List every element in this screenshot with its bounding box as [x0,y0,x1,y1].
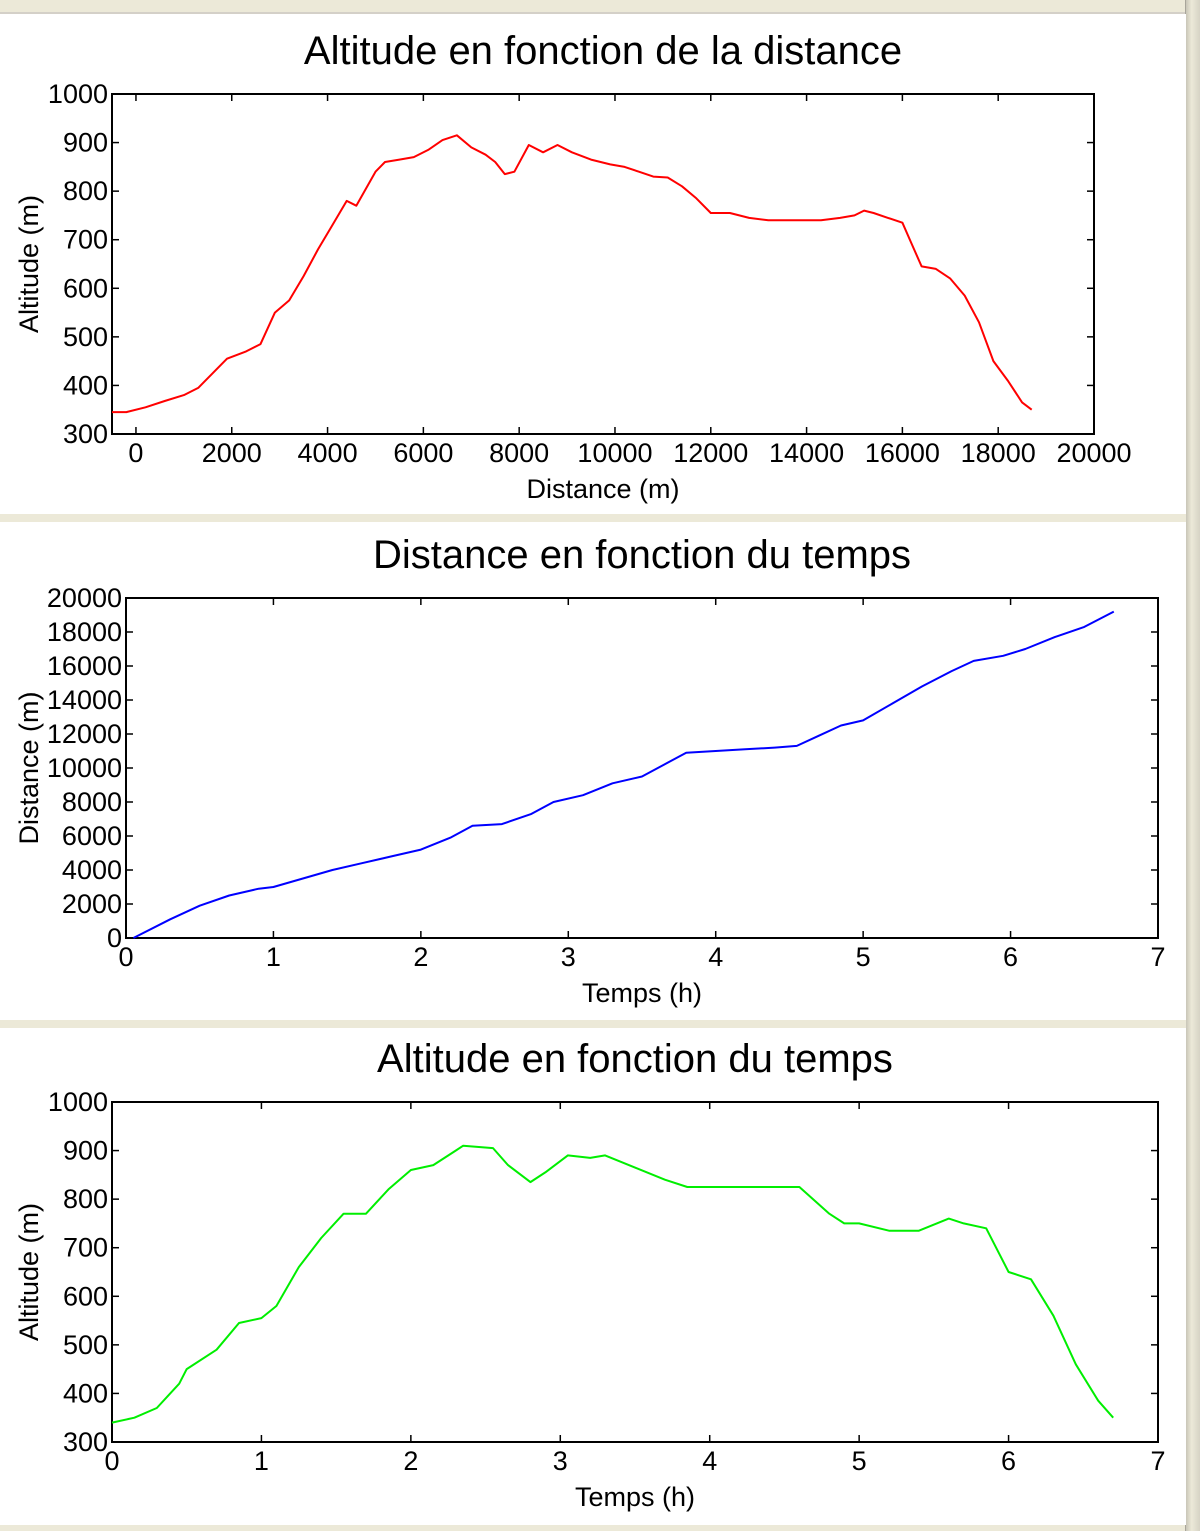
x-tick-label: 7 [1150,1446,1165,1476]
y-tick-label: 800 [63,176,108,206]
y-tick-label: 12000 [47,719,122,749]
x-axis-label: Distance (m) [526,474,679,504]
y-tick-label: 1000 [48,79,108,109]
x-tick-label: 4 [708,942,723,972]
x-tick-label: 2 [413,942,428,972]
y-tick-label: 8000 [62,787,122,817]
x-tick-label: 3 [553,1446,568,1476]
y-tick-label: 2000 [62,889,122,919]
series-line [132,610,1115,939]
chart-panel-2: Distance en fonction du temps 0 1 2 3 4 5 6 7 0 20… [0,522,1186,1020]
x-tick-label: 20000 [1056,438,1131,468]
y-tick-label: 600 [63,1281,108,1311]
x-tick-label: 8000 [489,438,549,468]
y-tick-label: 20000 [47,583,122,613]
series-line [111,1144,1114,1424]
y-tick-label: 500 [63,322,108,352]
y-axis-label: Distance (m) [14,691,44,844]
x-axis-label: Temps (h) [582,978,702,1008]
panel-separator [0,1020,1186,1028]
window-top-strip [0,0,1200,14]
series-line [112,134,1033,414]
y-tick-label: 900 [63,128,108,158]
chart-panel-1: Altitude en fonction de la distance 0 2000… [0,14,1186,514]
x-tick-label: 5 [856,942,871,972]
y-tick-label: 4000 [62,855,122,885]
x-tick-label: 5 [852,1446,867,1476]
y-axis-label: Altitude (m) [14,195,44,333]
y-tick-label: 900 [63,1136,108,1166]
x-tick-label: 6 [1003,942,1018,972]
x-tick-label: 1 [254,1446,269,1476]
panel-separator [0,514,1186,522]
y-axis-label: Altitude (m) [14,1203,44,1341]
chart-panel-3: Altitude en fonction du temps 0 1 2 3 4 5 6 7 300… [0,1028,1186,1525]
y-tick-label: 400 [63,1378,108,1408]
x-tick-label: 6 [1001,1446,1016,1476]
x-tick-label: 6000 [393,438,453,468]
chart-title: Distance en fonction du temps [373,533,911,577]
y-tick-label: 14000 [47,685,122,715]
y-tick-label: 1000 [48,1087,108,1117]
x-tick-label: 1 [266,942,281,972]
altitude-time-chart: Altitude en fonction du temps 0 1 2 3 4 5 6 7 300… [14,1037,1166,1512]
y-tick-label: 600 [63,273,108,303]
plot-frame [125,597,1159,939]
window-scrollbar[interactable] [1185,0,1200,1531]
x-axis-label: Temps (h) [575,1482,695,1512]
x-tick-label: 0 [104,1446,119,1476]
altitude-distance-chart: Altitude en fonction de la distance 0 2000… [14,29,1132,504]
distance-time-chart: Distance en fonction du temps 0 1 2 3 4 5 6 7 0 20… [14,533,1166,1008]
chart-title: Altitude en fonction du temps [377,1037,893,1081]
x-tick-label: 2000 [202,438,262,468]
x-tick-label: 0 [118,942,133,972]
y-tick-label: 10000 [47,753,122,783]
y-tick-label: 300 [63,419,108,449]
y-tick-label: 400 [63,370,108,400]
plot-frame [111,1101,1159,1443]
x-tick-label: 18000 [961,438,1036,468]
x-tick-label: 12000 [673,438,748,468]
x-tick-label: 3 [561,942,576,972]
y-tick-label: 700 [63,1233,108,1263]
x-tick-label: 16000 [865,438,940,468]
y-tick-label: 300 [63,1427,108,1457]
y-tick-label: 16000 [47,651,122,681]
x-tick-label: 4 [702,1446,717,1476]
y-tick-label: 500 [63,1330,108,1360]
y-tick-label: 18000 [47,617,122,647]
plot-frame [111,93,1095,435]
x-tick-label: 10000 [577,438,652,468]
y-tick-label: 700 [63,225,108,255]
y-tick-label: 0 [107,923,122,953]
x-tick-label: 7 [1150,942,1165,972]
x-tick-label: 2 [403,1446,418,1476]
x-tick-label: 14000 [769,438,844,468]
x-tick-label: 0 [128,438,143,468]
chart-title: Altitude en fonction de la distance [304,29,902,73]
y-tick-label: 800 [63,1184,108,1214]
x-tick-label: 4000 [298,438,358,468]
y-tick-label: 6000 [62,821,122,851]
